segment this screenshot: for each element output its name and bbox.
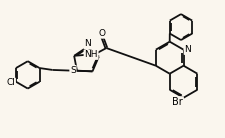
- Text: N: N: [184, 45, 191, 54]
- Text: O: O: [99, 29, 106, 38]
- Text: NH: NH: [84, 50, 98, 59]
- Text: N: N: [84, 39, 91, 48]
- Text: S: S: [70, 66, 76, 75]
- Text: Cl: Cl: [6, 78, 15, 87]
- Text: Br: Br: [172, 97, 183, 107]
